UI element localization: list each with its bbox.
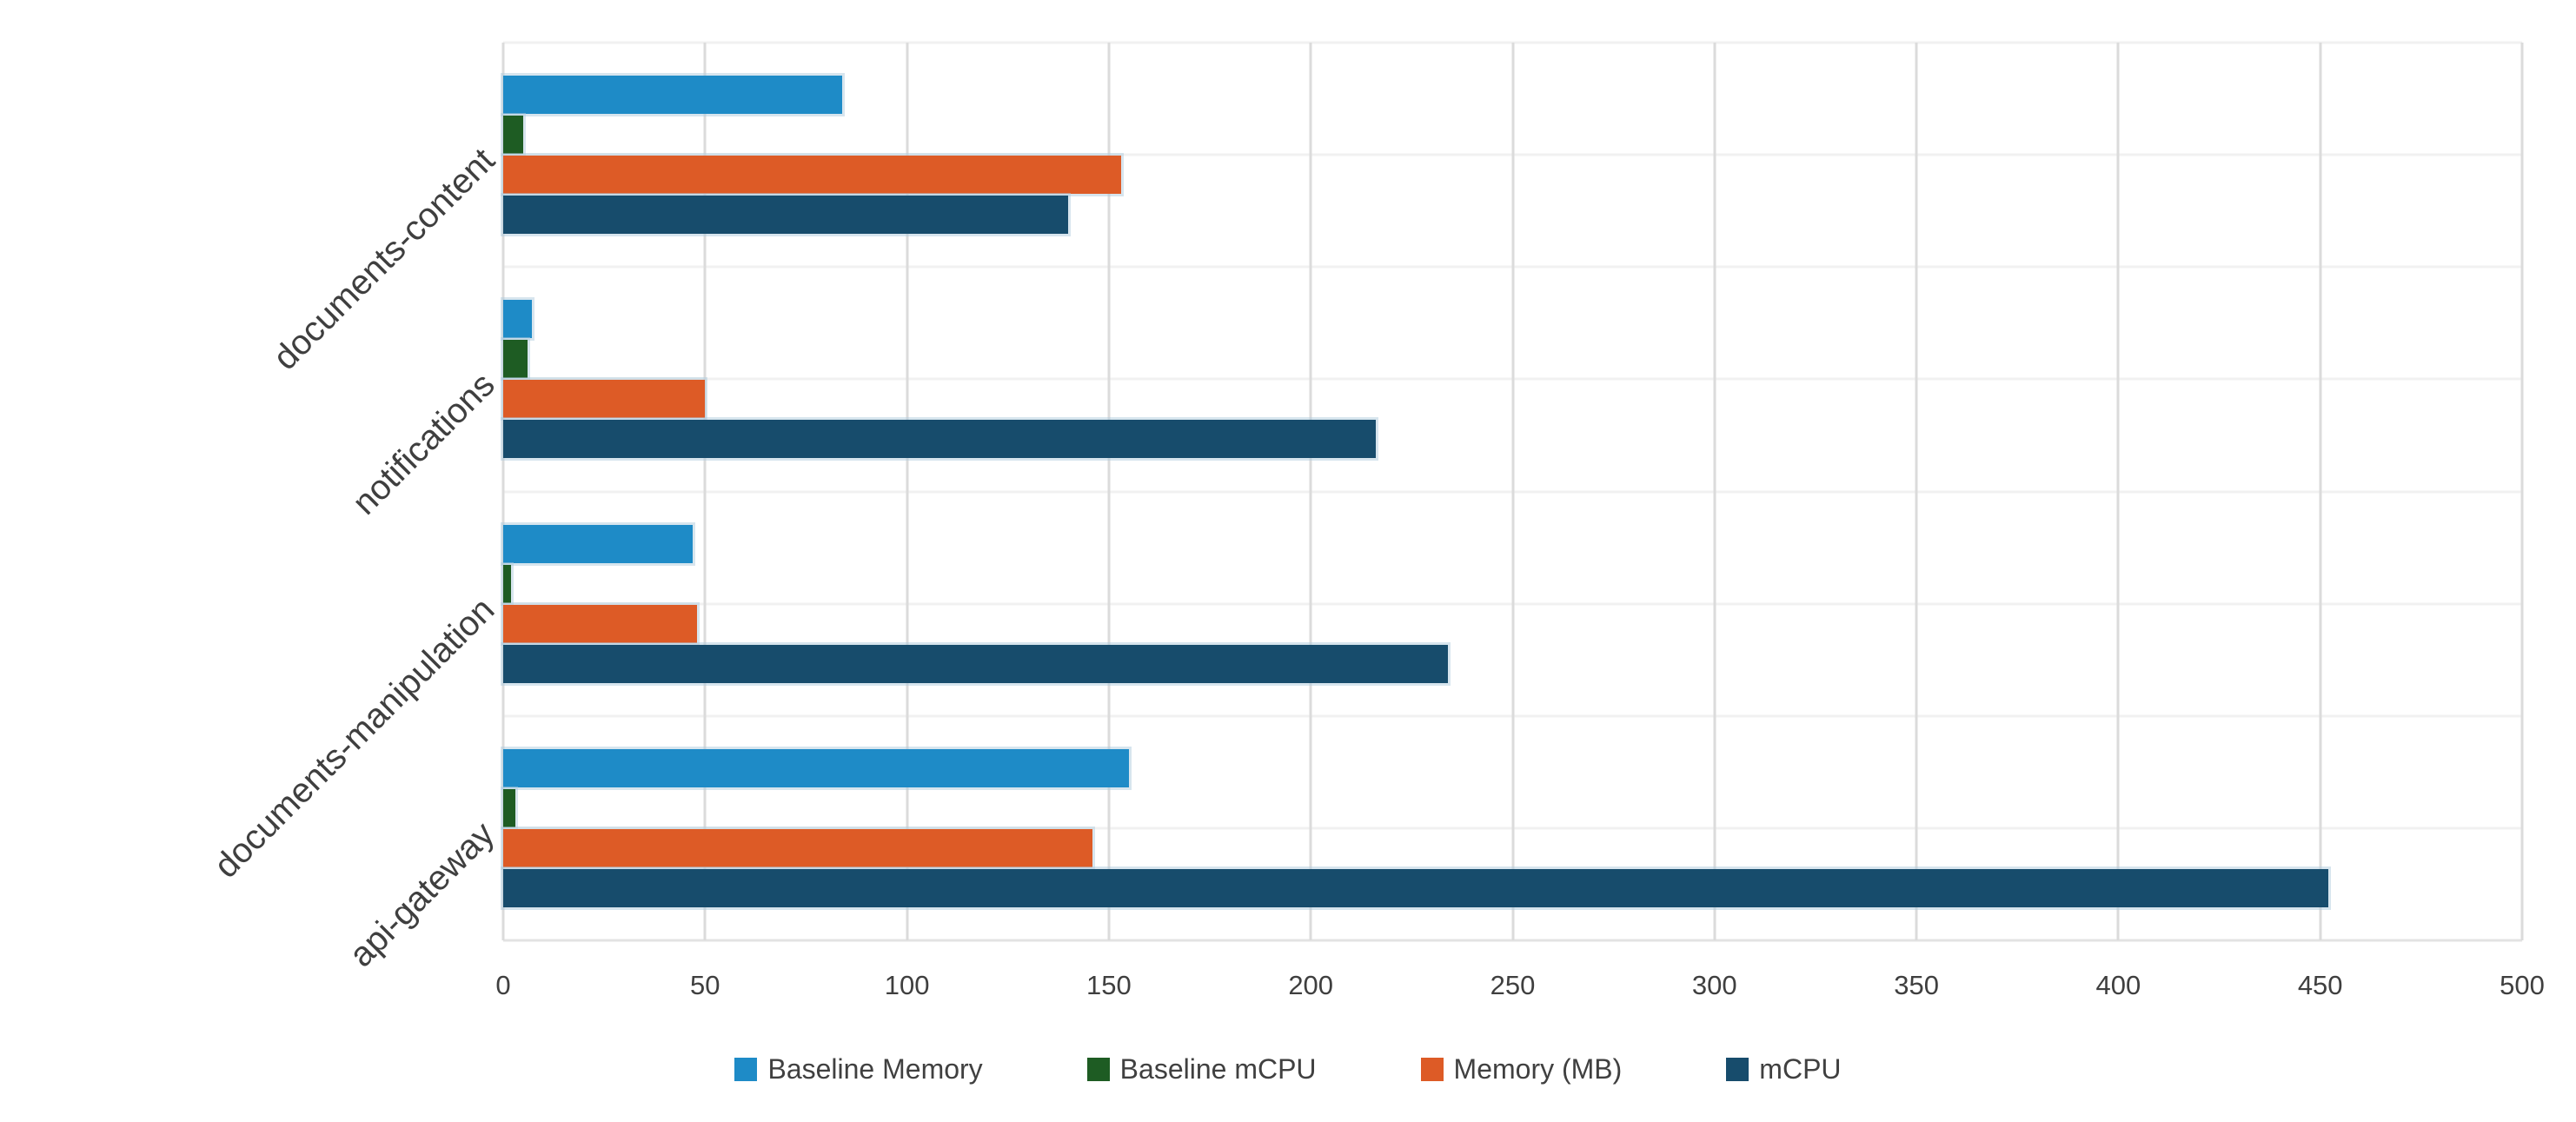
category-label-notifications: notifications xyxy=(345,365,502,523)
bar-api-gateway-mcpu xyxy=(503,868,2328,907)
chart-legend: Baseline Memory Baseline mCPU Memory (MB) m… xyxy=(0,1053,2576,1085)
vertical-gridline xyxy=(2116,43,2120,940)
legend-label: Baseline Memory xyxy=(767,1053,983,1085)
legend-item-mcpu: mCPU xyxy=(1726,1053,1842,1085)
bar-api-gateway-baseline-memory xyxy=(503,748,1130,787)
x-tick-label-300: 300 xyxy=(1691,970,1737,1000)
bar-api-gateway-memory-mb- xyxy=(503,828,1093,867)
x-tick-label-200: 200 xyxy=(1288,970,1334,1000)
bar-notifications-mcpu xyxy=(503,420,1376,459)
bar-api-gateway-baseline-mcpu xyxy=(503,788,515,827)
x-tick-label-0: 0 xyxy=(495,970,511,1000)
bar-documents-manipulation-baseline-mcpu xyxy=(503,564,512,603)
legend-swatch-icon xyxy=(1086,1058,1110,1081)
legend-swatch-icon xyxy=(1420,1058,1444,1081)
vertical-gridline xyxy=(1511,43,1514,940)
legend-label: Baseline mCPU xyxy=(1119,1053,1317,1085)
x-tick-label-150: 150 xyxy=(1086,970,1132,1000)
vertical-gridline xyxy=(1713,43,1716,940)
legend-swatch-icon xyxy=(1726,1058,1749,1081)
legend-item-memory-mb-: Memory (MB) xyxy=(1420,1053,1623,1085)
bar-documents-manipulation-mcpu xyxy=(503,644,1449,683)
vertical-gridline xyxy=(2520,43,2524,940)
x-tick-label-500: 500 xyxy=(2500,970,2545,1000)
bar-notifications-baseline-memory xyxy=(503,300,532,339)
vertical-gridline xyxy=(1309,43,1312,940)
vertical-gridline xyxy=(1915,43,1918,940)
bar-documents-content-baseline-mcpu xyxy=(503,116,524,155)
plot-area xyxy=(501,41,2524,942)
x-tick-label-450: 450 xyxy=(2297,970,2343,1000)
vertical-gridline xyxy=(703,43,707,940)
x-tick-label-50: 50 xyxy=(690,970,720,1000)
bar-documents-content-baseline-memory xyxy=(503,76,843,115)
x-tick-label-250: 250 xyxy=(1490,970,1536,1000)
legend-swatch-icon xyxy=(734,1058,758,1081)
x-tick-label-400: 400 xyxy=(2095,970,2141,1000)
vertical-gridline xyxy=(501,43,505,940)
bar-notifications-baseline-mcpu xyxy=(503,340,528,379)
legend-label: Memory (MB) xyxy=(1453,1053,1623,1085)
legend-item-baseline-mcpu: Baseline mCPU xyxy=(1086,1053,1317,1085)
x-tick-label-350: 350 xyxy=(1894,970,1939,1000)
x-axis-line xyxy=(503,939,2522,942)
bar-documents-manipulation-baseline-memory xyxy=(503,524,694,563)
vertical-gridline xyxy=(906,43,909,940)
bar-notifications-memory-mb- xyxy=(503,380,706,419)
bar-documents-manipulation-memory-mb- xyxy=(503,604,697,643)
vertical-gridline xyxy=(2319,43,2322,940)
bar-documents-content-mcpu xyxy=(503,196,1069,235)
legend-label: mCPU xyxy=(1759,1053,1842,1085)
bar-documents-content-memory-mb- xyxy=(503,156,1121,195)
vertical-gridline xyxy=(1107,43,1111,940)
category-label-documents-content: documents-content xyxy=(265,141,502,378)
category-label-api-gateway: api-gateway xyxy=(342,814,502,974)
legend-item-baseline-memory: Baseline Memory xyxy=(734,1053,983,1085)
x-tick-label-100: 100 xyxy=(884,970,930,1000)
